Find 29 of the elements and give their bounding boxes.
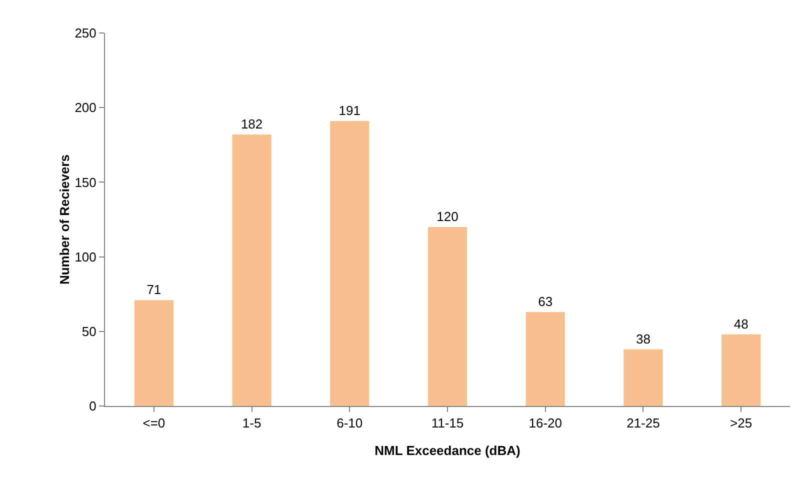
y-tick-label: 150 (74, 174, 96, 190)
data-label: 48 (734, 316, 748, 332)
x-tick-label: 16-20 (528, 416, 562, 431)
bar (134, 300, 174, 406)
x-axis-title: NML Exceedance (dBA) (374, 443, 520, 458)
bar (722, 334, 761, 406)
bar (526, 312, 565, 406)
bar (624, 349, 663, 406)
x-tick-label: >25 (730, 416, 752, 431)
data-label: 191 (338, 103, 360, 118)
y-tick-label: 100 (74, 249, 96, 264)
x-tick-label: 1-5 (242, 416, 262, 431)
x-tick-label: <=0 (142, 416, 166, 431)
data-label: 38 (636, 331, 650, 346)
x-tick-label: 21-25 (626, 416, 660, 431)
y-tick-label: 200 (74, 100, 96, 116)
data-label: 71 (146, 282, 162, 298)
data-label: 182 (240, 116, 263, 132)
data-label: 63 (538, 294, 553, 309)
x-tick-label: 6-10 (336, 416, 363, 431)
y-tick-label: 0 (89, 398, 96, 414)
y-axis-title: Number of Recievers (57, 154, 72, 285)
bar (428, 226, 468, 406)
bar (232, 134, 272, 406)
x-tick-label: 11-15 (431, 416, 464, 431)
y-tick-label: 250 (74, 26, 96, 41)
bar (330, 121, 370, 406)
data-label: 120 (436, 208, 458, 224)
y-tick-label: 50 (82, 324, 96, 339)
